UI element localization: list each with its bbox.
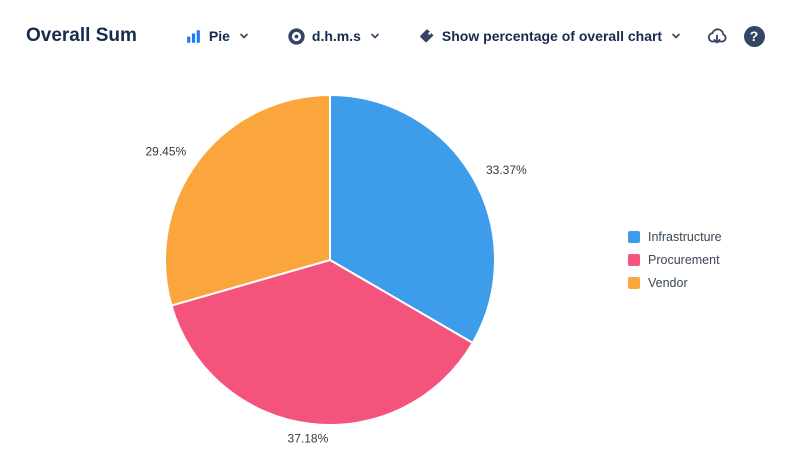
tag-icon [419,28,435,44]
legend-label: Procurement [648,253,720,267]
page-title: Overall Sum [26,25,137,46]
chart-type-value: Pie [208,28,230,44]
chart-type-dropdown[interactable]: Pie [185,28,250,45]
legend-swatch [628,277,640,289]
percentage-option-dropdown[interactable]: Show percentage of overall chart [419,28,682,44]
legend-item-procurement[interactable]: Procurement [628,253,722,267]
bar-chart-icon [185,28,202,45]
gadget-header: Overall Sum Pie d.h.m.s [0,0,792,72]
cloud-download-icon[interactable] [705,24,729,48]
pie-slice-vendor[interactable] [164,93,331,307]
chevron-down-icon [369,30,381,42]
pie-value-label: 37.18% [288,432,329,446]
question-glyph: ? [743,25,765,47]
clock-icon [288,27,305,45]
chart-controls: Pie d.h.m.s [185,27,682,45]
chevron-down-icon [670,30,682,42]
chart-legend: Infrastructure Procurement Vendor [628,230,722,290]
question-mark-icon[interactable]: ? [742,24,766,48]
legend-item-infrastructure[interactable]: Infrastructure [628,230,722,244]
pie-value-label: 33.37% [486,163,527,177]
legend-swatch [628,254,640,266]
header-actions: ? [705,24,766,48]
time-format-dropdown[interactable]: d.h.m.s [288,27,381,45]
legend-label: Vendor [648,276,688,290]
legend-item-vendor[interactable]: Vendor [628,276,722,290]
chevron-down-icon [238,30,250,42]
pie-chart: 33.37% 37.18% 29.45% [145,93,527,446]
pie-slice-procurement[interactable] [170,258,475,426]
time-format-value: d.h.m.s [311,28,361,44]
pie-slice-infrastructure[interactable] [329,93,496,345]
percentage-option-value: Show percentage of overall chart [441,28,663,44]
legend-swatch [628,231,640,243]
pie-value-label: 29.45% [145,145,186,159]
pie-chart-area: 33.37% 37.18% 29.45% Infrastructure Procur… [0,70,792,450]
legend-label: Infrastructure [648,230,722,244]
